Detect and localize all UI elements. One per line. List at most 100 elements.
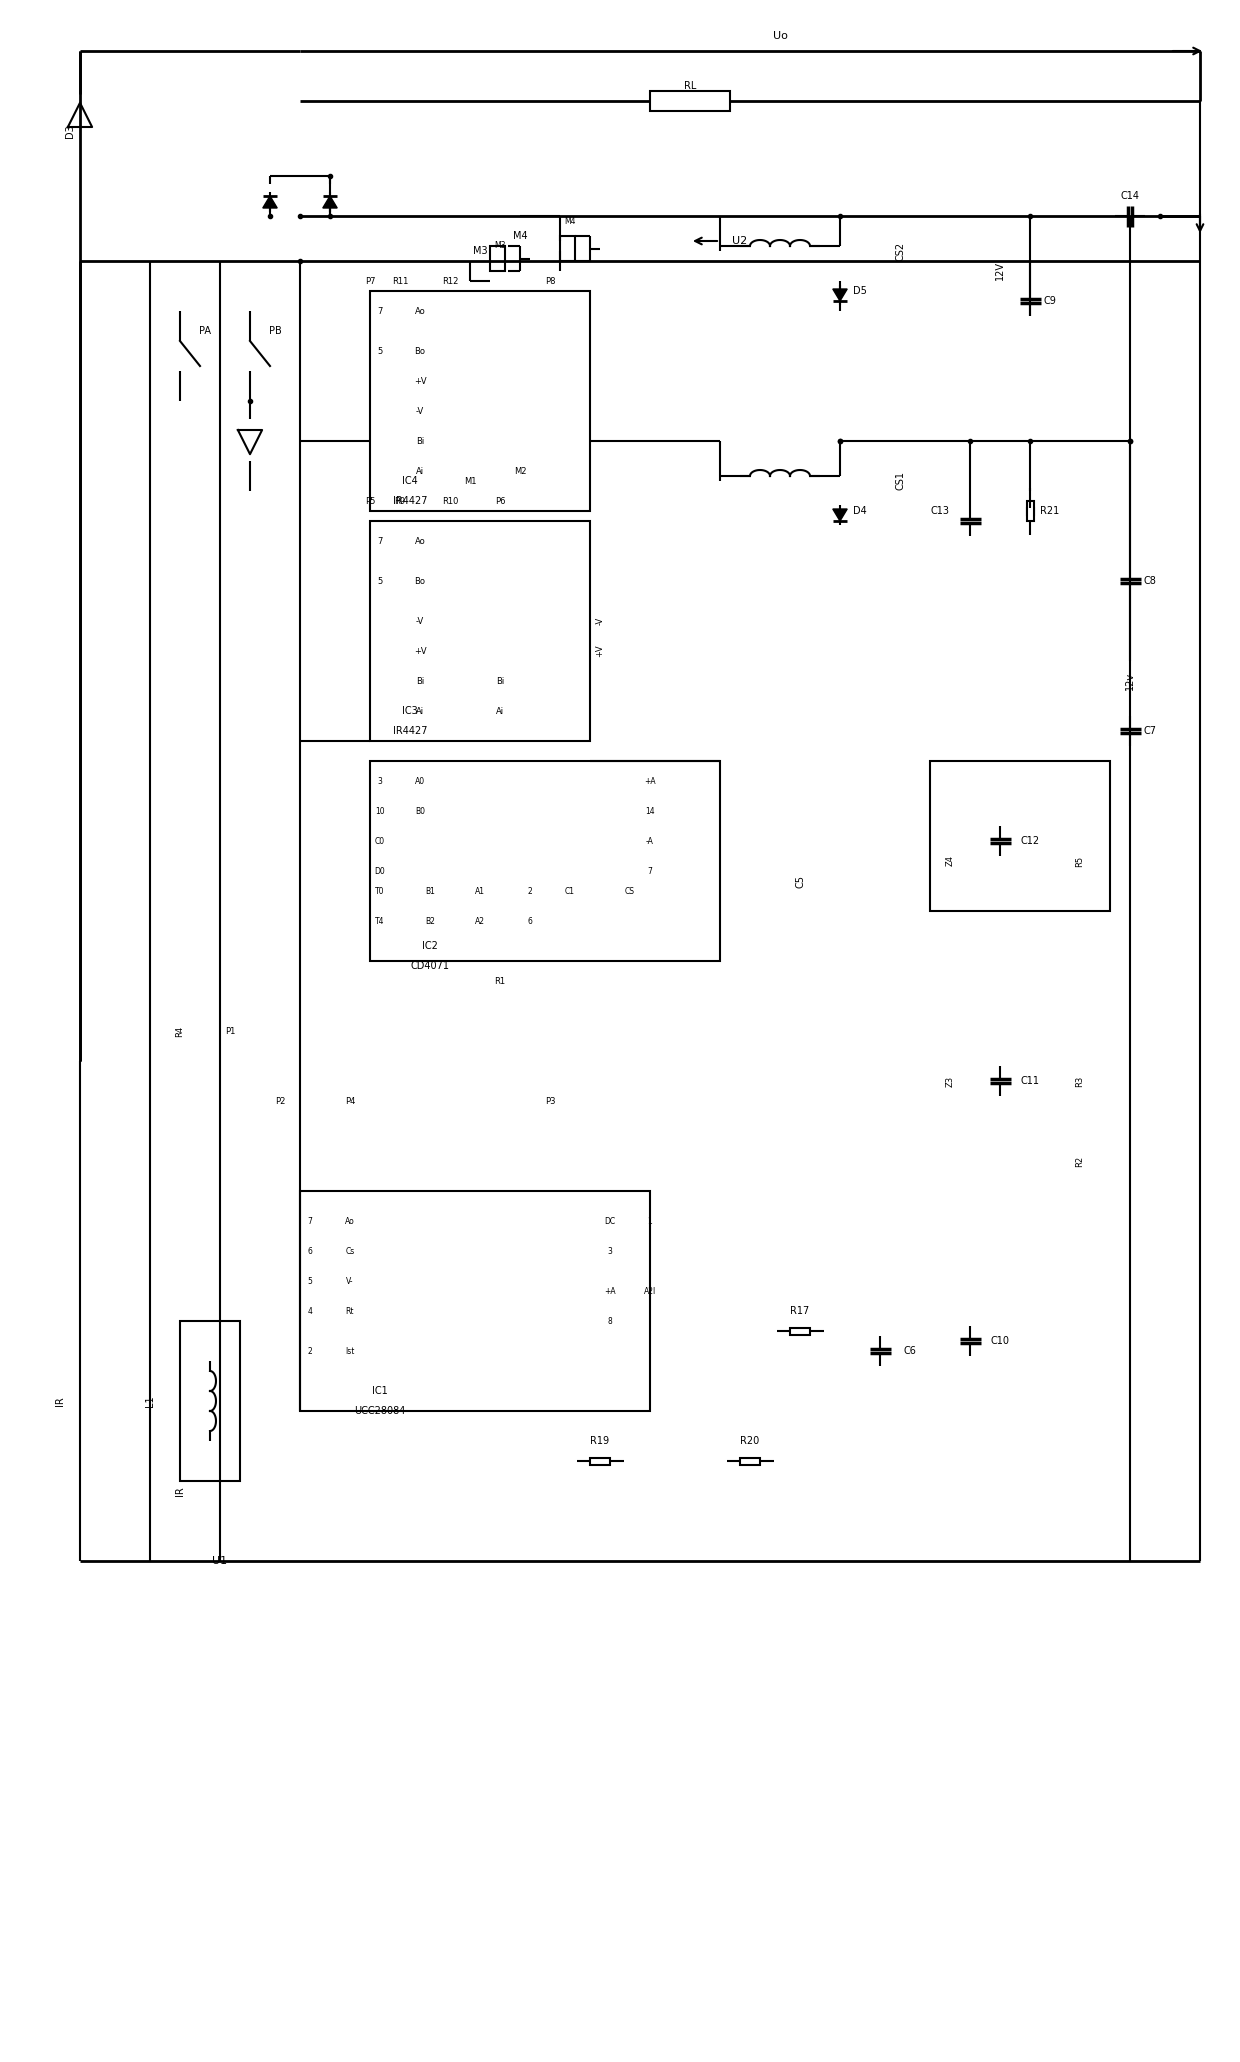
Text: U1: U1: [212, 1557, 228, 1565]
Text: P6: P6: [495, 497, 505, 505]
Text: R20: R20: [740, 1435, 760, 1445]
Text: IC3: IC3: [402, 705, 418, 716]
Text: T0: T0: [376, 887, 384, 895]
Text: R10: R10: [441, 497, 459, 505]
Text: IR4427: IR4427: [393, 497, 428, 505]
Text: 7: 7: [308, 1217, 312, 1225]
Text: C12: C12: [1021, 835, 1039, 845]
Text: C7: C7: [1143, 726, 1157, 736]
Text: 3: 3: [608, 1248, 613, 1256]
Text: CS: CS: [625, 887, 635, 895]
Text: R11: R11: [392, 276, 408, 285]
Text: RL: RL: [683, 80, 696, 91]
Text: 6: 6: [527, 916, 532, 926]
Text: 14: 14: [645, 806, 655, 814]
Text: IR4427: IR4427: [393, 726, 428, 736]
Text: P1: P1: [224, 1027, 236, 1035]
Text: C5: C5: [795, 874, 805, 887]
Text: C10: C10: [991, 1336, 1009, 1346]
Text: UCC28084: UCC28084: [355, 1406, 405, 1417]
Text: D5: D5: [853, 287, 867, 297]
Text: R2: R2: [1075, 1155, 1085, 1167]
Text: B2: B2: [425, 916, 435, 926]
Polygon shape: [322, 196, 337, 208]
Text: +V: +V: [414, 377, 427, 386]
Text: 7: 7: [377, 536, 383, 546]
Text: M2: M2: [513, 466, 526, 476]
Bar: [300, 1192, 650, 1410]
Text: -V: -V: [595, 617, 605, 625]
Text: 10: 10: [376, 806, 384, 814]
Bar: [370, 291, 590, 511]
Text: B0: B0: [415, 806, 425, 814]
Bar: [930, 761, 1110, 911]
Text: CS2: CS2: [895, 241, 905, 260]
Bar: [590, 1458, 610, 1464]
Text: Bi: Bi: [415, 676, 424, 685]
Text: IR: IR: [175, 1487, 185, 1495]
Text: R17: R17: [790, 1305, 810, 1316]
Text: PA: PA: [198, 326, 211, 336]
Text: Ao: Ao: [414, 536, 425, 546]
Text: -A: -A: [646, 837, 653, 845]
Text: C13: C13: [930, 505, 950, 516]
Text: C6: C6: [904, 1346, 916, 1357]
Text: D4: D4: [853, 505, 867, 516]
Text: +A: +A: [604, 1287, 616, 1295]
Text: Uo: Uo: [773, 31, 787, 41]
Text: R1: R1: [495, 977, 506, 986]
Text: R12: R12: [441, 276, 459, 285]
Text: R9: R9: [394, 497, 405, 505]
Bar: [560, 235, 575, 262]
Text: Rt: Rt: [346, 1307, 355, 1316]
Text: P8: P8: [544, 276, 556, 285]
Text: A2I: A2I: [644, 1287, 656, 1295]
Text: 7: 7: [377, 307, 383, 315]
Polygon shape: [263, 196, 278, 208]
Text: 5: 5: [377, 577, 383, 586]
Text: 5: 5: [377, 346, 383, 355]
Text: Ai: Ai: [415, 466, 424, 476]
Text: P3: P3: [544, 1097, 556, 1105]
Text: 12v: 12v: [1125, 672, 1135, 691]
Text: Ist: Ist: [345, 1346, 355, 1355]
Text: D3: D3: [64, 124, 74, 138]
Bar: [650, 91, 730, 111]
Text: 2: 2: [528, 887, 532, 895]
Text: Ao: Ao: [414, 307, 425, 315]
Text: +A: +A: [645, 777, 656, 786]
Text: B1: B1: [425, 887, 435, 895]
Text: IR: IR: [55, 1396, 64, 1406]
Text: C14: C14: [1121, 192, 1140, 200]
Text: CS1: CS1: [895, 472, 905, 491]
Text: A0: A0: [415, 777, 425, 786]
Text: 5: 5: [308, 1276, 312, 1285]
Text: R3: R3: [1075, 1076, 1085, 1087]
Text: 7: 7: [647, 866, 652, 876]
Text: 6: 6: [308, 1248, 312, 1256]
Polygon shape: [833, 289, 847, 301]
Bar: [790, 1328, 810, 1334]
Text: IC4: IC4: [402, 476, 418, 487]
Text: P4: P4: [345, 1097, 355, 1105]
Text: Cs: Cs: [346, 1248, 355, 1256]
Text: C8: C8: [1143, 575, 1157, 586]
Text: +V: +V: [414, 647, 427, 656]
Text: -V: -V: [415, 406, 424, 417]
Text: Bi: Bi: [415, 437, 424, 445]
Text: C9: C9: [1044, 297, 1056, 305]
Text: Z4: Z4: [945, 856, 955, 866]
Text: R21: R21: [1040, 505, 1060, 516]
Text: R5: R5: [1075, 856, 1085, 866]
Text: P2: P2: [275, 1097, 285, 1105]
Bar: [370, 522, 590, 740]
Text: 2: 2: [308, 1346, 312, 1355]
Text: 12V: 12V: [994, 262, 1004, 280]
Text: D0: D0: [374, 866, 386, 876]
Bar: [1027, 507, 1033, 516]
Text: Bi: Bi: [496, 676, 505, 685]
Text: C0: C0: [374, 837, 386, 845]
Text: A1: A1: [475, 887, 485, 895]
Text: +V: +V: [595, 645, 605, 658]
Bar: [490, 245, 505, 270]
